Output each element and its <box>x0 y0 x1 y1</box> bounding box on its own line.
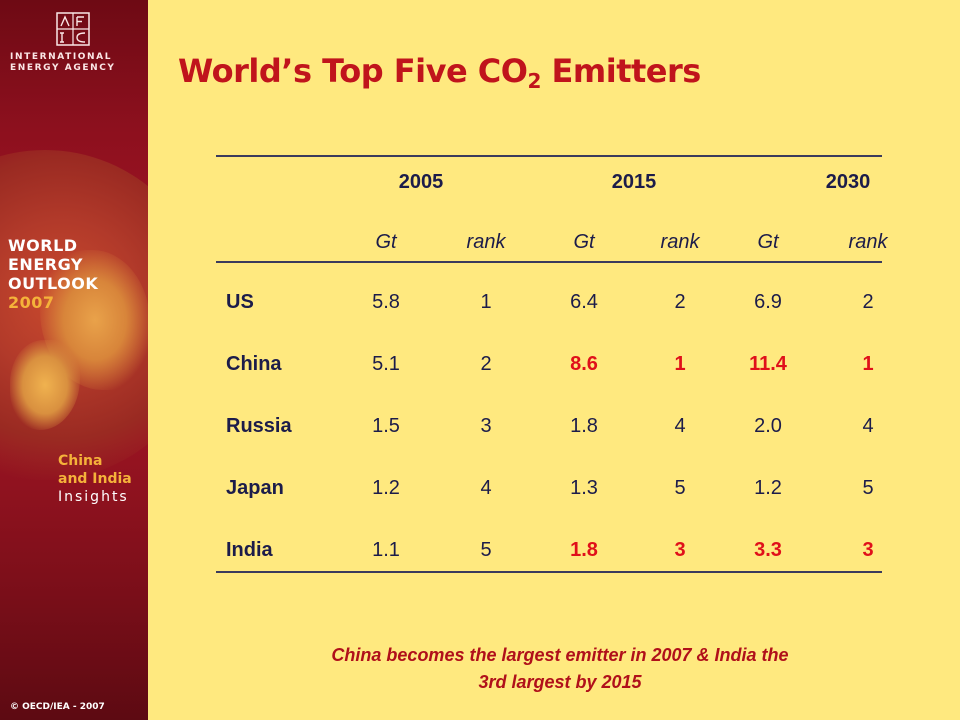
subheader-cell: rank <box>466 231 506 253</box>
iea-logo-icon <box>56 12 90 46</box>
weo-year: 2007 <box>8 293 55 312</box>
year-header: 2015 <box>611 171 657 193</box>
value-cell: 2 <box>480 353 492 375</box>
country-cell: Japan <box>226 477 284 499</box>
footnote: China becomes the largest emitter in 200… <box>200 642 920 696</box>
value-cell: 5 <box>862 477 874 499</box>
value-cell: 4 <box>674 415 686 437</box>
country-cell: China <box>226 353 282 375</box>
weo-logo: WORLD ENERGY OUTLOOK 2007 <box>8 236 144 312</box>
table-bottom-rule <box>216 571 882 573</box>
table-row: US 5.8 1 6.4 2 6.9 2 <box>216 263 882 331</box>
value-cell: 1.1 <box>372 539 400 561</box>
agency-line: INTERNATIONAL <box>10 52 113 62</box>
value-cell: 4 <box>862 415 874 437</box>
value-cell: 6.4 <box>570 291 598 313</box>
year-header-row: 2005 2015 2030 <box>216 157 882 209</box>
table-row: Japan 1.2 4 1.3 5 1.2 5 <box>216 455 882 517</box>
insights-line: China <box>58 453 103 469</box>
emissions-table: 2005 2015 2030 Gt rank Gt rank Gt rank U… <box>216 155 887 573</box>
value-cell: 6.9 <box>754 291 782 313</box>
insights-line: and India <box>58 471 132 487</box>
subheader-cell: Gt <box>573 231 595 253</box>
value-cell: 1 <box>862 353 874 375</box>
subheader-row: Gt rank Gt rank Gt rank <box>216 209 887 261</box>
subheader-cell: Gt <box>375 231 397 253</box>
value-cell: 5.1 <box>372 353 400 375</box>
footnote-line: 3rd largest by 2015 <box>478 672 642 692</box>
sidebar: INTERNATIONAL ENERGY AGENCY WORLD ENERGY… <box>0 0 148 720</box>
subheader-cell: rank <box>660 231 700 253</box>
value-cell: 11.4 <box>749 353 787 375</box>
value-cell: 1.8 <box>570 415 598 437</box>
value-cell: 4 <box>480 477 492 499</box>
value-cell: 1.2 <box>754 477 782 499</box>
value-cell: 1.5 <box>372 415 400 437</box>
value-cell: 1 <box>480 291 492 313</box>
value-cell: 1.8 <box>570 539 598 561</box>
table-header-rule <box>216 261 882 263</box>
year-header: 2030 <box>825 171 871 193</box>
page-title: World’s Top Five CO2 Emitters <box>178 52 701 93</box>
title-tail: Emitters <box>540 52 702 90</box>
weo-line: OUTLOOK <box>8 274 99 293</box>
year-header: 2005 <box>398 171 444 193</box>
table-row: Russia 1.5 3 1.8 4 2.0 4 <box>216 393 882 455</box>
value-cell: 5.8 <box>372 291 400 313</box>
value-cell: 3.3 <box>754 539 782 561</box>
title-subscript: 2 <box>527 69 541 93</box>
agency-name: INTERNATIONAL ENERGY AGENCY <box>10 52 140 74</box>
value-cell: 3 <box>480 415 492 437</box>
country-cell: US <box>226 291 254 313</box>
weo-line: ENERGY <box>8 255 83 274</box>
footnote-line: China becomes the largest emitter in 200… <box>331 645 789 665</box>
insights-label: China and India Insights <box>58 452 148 506</box>
value-cell: 8.6 <box>570 353 598 375</box>
value-cell: 1.3 <box>570 477 598 499</box>
subheader-cell: Gt <box>757 231 779 253</box>
country-cell: India <box>226 539 273 561</box>
value-cell: 5 <box>674 477 686 499</box>
table-row: India 1.1 5 1.8 3 3.3 3 <box>216 517 882 571</box>
subheader-cell: rank <box>848 231 888 253</box>
table-row: China 5.1 2 8.6 1 11.4 1 <box>216 331 882 393</box>
copyright: © OECD/IEA - 2007 <box>10 702 105 712</box>
value-cell: 5 <box>480 539 492 561</box>
weo-line: WORLD <box>8 236 78 255</box>
value-cell: 2 <box>674 291 686 313</box>
title-main: World’s Top Five CO <box>178 52 528 90</box>
value-cell: 2.0 <box>754 415 782 437</box>
insights-line: Insights <box>58 489 129 505</box>
value-cell: 1.2 <box>372 477 400 499</box>
agency-line: ENERGY AGENCY <box>10 63 116 73</box>
country-cell: Russia <box>226 415 292 437</box>
table-body: US 5.8 1 6.4 2 6.9 2 China 5.1 2 8.6 1 11.4 1 Russia 1.… <box>216 263 882 571</box>
value-cell: 3 <box>862 539 874 561</box>
value-cell: 1 <box>674 353 686 375</box>
value-cell: 3 <box>674 539 686 561</box>
table-top-rule <box>216 155 882 157</box>
value-cell: 2 <box>862 291 874 313</box>
